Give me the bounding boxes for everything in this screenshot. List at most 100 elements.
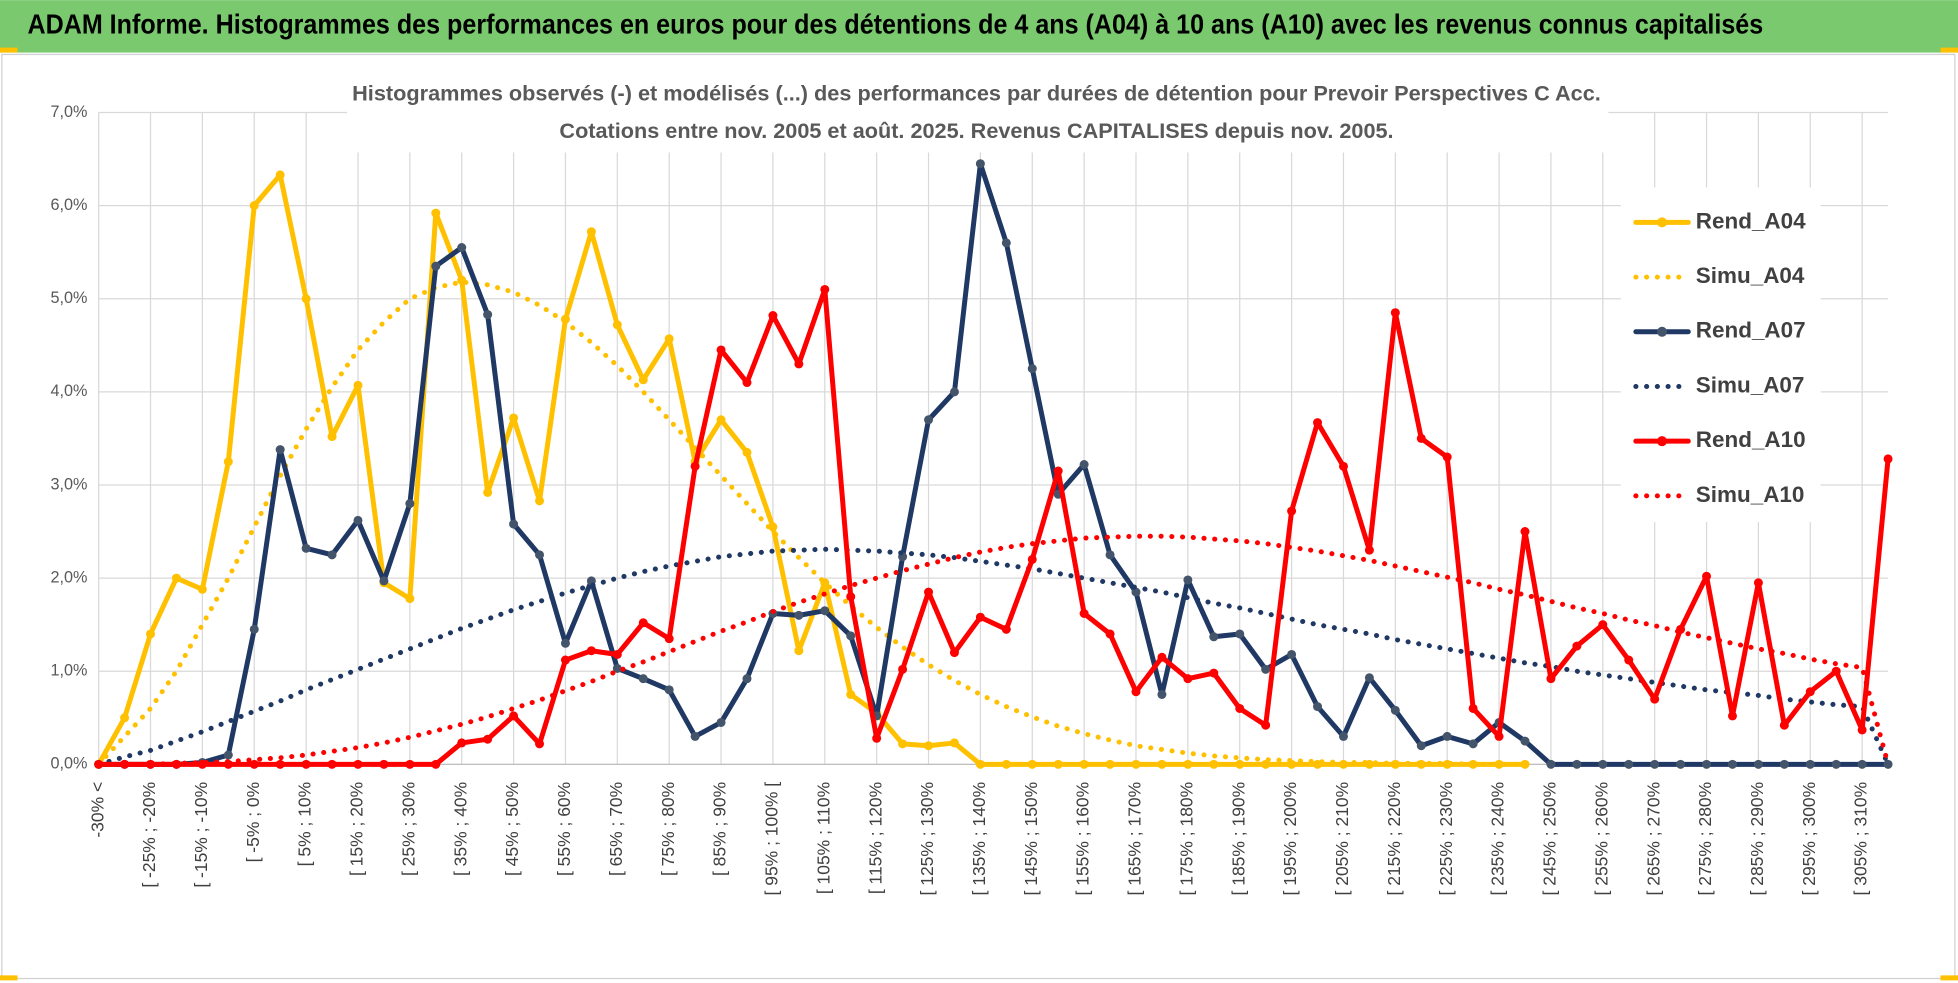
point xyxy=(379,576,389,586)
point xyxy=(249,624,259,634)
series-line xyxy=(96,546,1891,767)
point xyxy=(1261,720,1271,730)
point xyxy=(794,610,804,620)
point xyxy=(275,170,285,180)
legend-bg xyxy=(1620,187,1821,523)
point xyxy=(171,573,181,583)
point xyxy=(353,515,363,525)
point xyxy=(327,759,337,769)
point xyxy=(1883,454,1893,464)
point xyxy=(1883,759,1893,769)
x-tick-label: [ -5% ; 0% xyxy=(243,782,263,863)
x-tick-label: [ 215% ; 220% xyxy=(1384,782,1404,896)
legend-marker xyxy=(1657,217,1668,228)
point xyxy=(275,759,285,769)
point xyxy=(535,550,545,560)
point xyxy=(1831,666,1841,676)
point xyxy=(509,413,519,423)
point xyxy=(1364,545,1374,555)
header-title: ADAM Informe. Histogrammes des performan… xyxy=(27,9,1763,40)
x-tick-label: [ 105% ; 110% xyxy=(813,782,833,894)
point xyxy=(1676,759,1686,769)
point xyxy=(716,717,726,727)
point xyxy=(1831,759,1841,769)
x-tick-label: [ 55% ; 60% xyxy=(554,782,574,876)
point xyxy=(1364,673,1374,683)
point xyxy=(1624,655,1634,665)
point xyxy=(431,759,441,769)
point xyxy=(1079,759,1089,769)
point xyxy=(1442,452,1452,462)
point xyxy=(975,159,985,169)
point xyxy=(327,550,337,560)
point xyxy=(846,592,856,602)
x-tick-label: [ 165% ; 170% xyxy=(1125,782,1145,896)
point xyxy=(638,618,648,628)
point xyxy=(1131,687,1141,697)
y-tick-label: 4,0% xyxy=(50,382,87,400)
point xyxy=(716,345,726,355)
point xyxy=(1001,759,1011,769)
y-tick-label: 0,0% xyxy=(50,755,87,773)
series-line xyxy=(96,533,1891,767)
x-tick-label: [ 135% ; 140% xyxy=(969,782,989,896)
point xyxy=(1105,550,1115,560)
point xyxy=(1131,759,1141,769)
point xyxy=(872,733,882,743)
corner xyxy=(0,975,18,981)
x-tick-label: [ 235% ; 240% xyxy=(1488,782,1508,896)
x-tick-label: [ 95% ; 100% [ xyxy=(762,782,782,896)
point xyxy=(1520,527,1530,537)
point xyxy=(197,584,207,594)
point xyxy=(1053,466,1063,476)
point xyxy=(457,243,467,253)
point xyxy=(1805,759,1815,769)
point xyxy=(1390,705,1400,715)
x-tick-label: -30% < xyxy=(87,782,107,838)
point xyxy=(975,612,985,622)
point xyxy=(1494,759,1504,769)
chart-subtitle: Cotations entre nov. 2005 et août. 2025.… xyxy=(559,120,1393,143)
point xyxy=(949,387,959,397)
point xyxy=(638,674,648,684)
point xyxy=(1157,690,1167,700)
point xyxy=(535,739,545,749)
y-tick-label: 6,0% xyxy=(50,196,87,214)
x-tick-label: [ 245% ; 250% xyxy=(1540,782,1560,896)
point xyxy=(1183,674,1193,684)
point xyxy=(1105,759,1115,769)
x-tick-label: [ -15% ; -10% xyxy=(191,782,211,888)
point xyxy=(120,759,130,769)
x-tick-label: [ 25% ; 30% xyxy=(398,782,418,876)
corner xyxy=(0,47,18,53)
point xyxy=(1235,703,1245,713)
point xyxy=(1131,587,1141,597)
x-tick-label: [ 65% ; 70% xyxy=(606,782,626,876)
legend-label: Simu_A07 xyxy=(1696,372,1805,397)
point xyxy=(353,380,363,390)
point xyxy=(1001,624,1011,634)
point xyxy=(1779,759,1789,769)
x-tick-label: [ 195% ; 200% xyxy=(1280,782,1300,896)
point xyxy=(1753,759,1763,769)
point xyxy=(535,496,545,506)
point xyxy=(146,629,156,639)
point xyxy=(1468,739,1478,749)
legend-label: Rend_A04 xyxy=(1696,208,1806,233)
point xyxy=(1727,759,1737,769)
point xyxy=(1572,641,1582,651)
point xyxy=(612,320,622,330)
point xyxy=(275,445,285,455)
series-line xyxy=(96,172,1528,767)
point xyxy=(249,759,259,769)
point xyxy=(1001,238,1011,248)
legend-label: Simu_A04 xyxy=(1696,263,1805,288)
point xyxy=(586,646,596,656)
point xyxy=(1027,364,1037,374)
point xyxy=(949,738,959,748)
point xyxy=(457,738,467,748)
point xyxy=(1468,703,1478,713)
point xyxy=(1079,460,1089,469)
point xyxy=(1494,731,1504,741)
